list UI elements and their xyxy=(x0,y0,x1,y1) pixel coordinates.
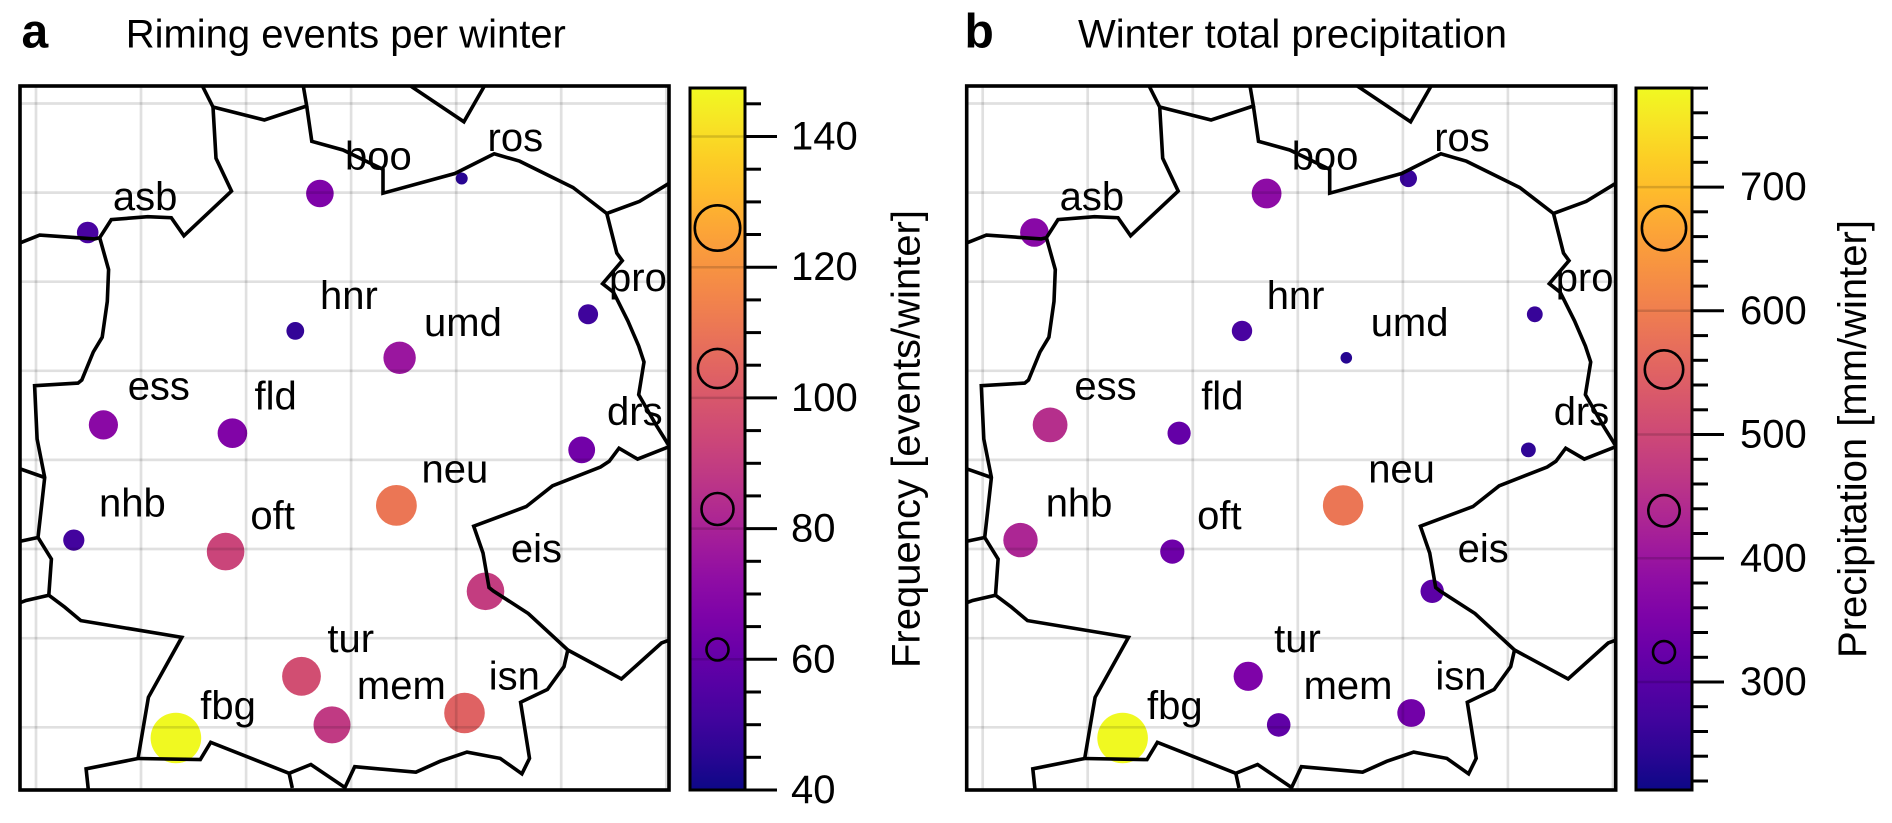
svg-text:drs: drs xyxy=(1554,390,1610,434)
svg-text:Winter total precipitation: Winter total precipitation xyxy=(1078,13,1507,57)
svg-text:neu: neu xyxy=(1368,448,1435,492)
svg-text:boo: boo xyxy=(1292,135,1359,179)
svg-text:umd: umd xyxy=(424,301,502,345)
svg-text:mem: mem xyxy=(1304,664,1393,708)
svg-text:Precipitation [mm/winter]: Precipitation [mm/winter] xyxy=(1831,220,1875,658)
svg-text:hnr: hnr xyxy=(1267,274,1325,318)
svg-text:ros: ros xyxy=(1434,116,1490,160)
svg-text:fbg: fbg xyxy=(1147,684,1203,728)
svg-text:400: 400 xyxy=(1740,536,1807,580)
svg-text:pro: pro xyxy=(1556,256,1614,300)
svg-text:140: 140 xyxy=(791,115,858,159)
svg-text:500: 500 xyxy=(1740,413,1807,457)
svg-text:Riming events per winter: Riming events per winter xyxy=(126,13,566,57)
svg-text:100: 100 xyxy=(791,376,858,420)
svg-text:neu: neu xyxy=(422,448,489,492)
svg-text:700: 700 xyxy=(1740,165,1807,209)
svg-text:isn: isn xyxy=(489,654,540,698)
svg-text:60: 60 xyxy=(791,637,836,681)
svg-text:40: 40 xyxy=(791,768,836,812)
svg-text:80: 80 xyxy=(791,507,836,551)
svg-text:Frequency [events/winter]: Frequency [events/winter] xyxy=(885,210,929,668)
svg-text:oft: oft xyxy=(1197,494,1241,538)
svg-text:fbg: fbg xyxy=(200,684,256,728)
svg-text:asb: asb xyxy=(113,175,177,219)
svg-text:mem: mem xyxy=(357,664,446,708)
svg-text:nhb: nhb xyxy=(1046,482,1113,526)
svg-text:boo: boo xyxy=(345,135,412,179)
svg-text:pro: pro xyxy=(609,256,667,300)
svg-text:eis: eis xyxy=(1458,527,1509,571)
svg-text:umd: umd xyxy=(1371,301,1449,345)
svg-text:eis: eis xyxy=(511,527,562,571)
svg-text:120: 120 xyxy=(791,245,858,289)
svg-text:fld: fld xyxy=(1201,375,1243,419)
svg-text:asb: asb xyxy=(1060,175,1125,219)
svg-text:isn: isn xyxy=(1435,654,1486,698)
svg-text:600: 600 xyxy=(1740,289,1807,333)
svg-text:hnr: hnr xyxy=(320,274,378,318)
svg-text:tur: tur xyxy=(327,617,374,661)
svg-text:300: 300 xyxy=(1740,660,1807,704)
svg-text:ess: ess xyxy=(1074,365,1136,409)
svg-text:oft: oft xyxy=(250,494,294,538)
svg-text:a: a xyxy=(22,6,49,59)
svg-text:tur: tur xyxy=(1274,617,1321,661)
svg-text:b: b xyxy=(965,6,994,59)
svg-text:ros: ros xyxy=(488,116,544,160)
svg-text:drs: drs xyxy=(607,390,663,434)
svg-text:fld: fld xyxy=(255,375,297,419)
svg-text:ess: ess xyxy=(128,365,190,409)
svg-text:nhb: nhb xyxy=(99,482,166,526)
